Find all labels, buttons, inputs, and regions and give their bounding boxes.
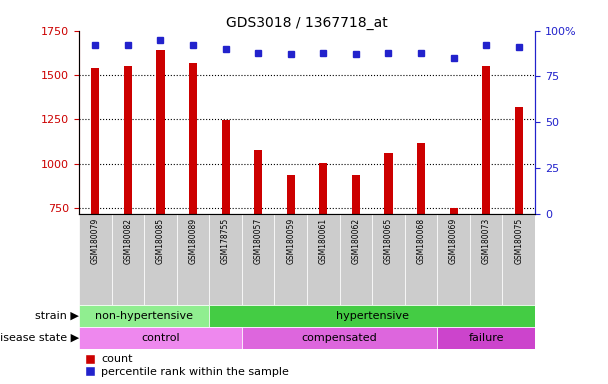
Text: GSM180061: GSM180061 [319, 218, 328, 264]
Bar [274, 214, 307, 305]
Bar [515, 107, 523, 341]
Title: GDS3018 / 1367718_at: GDS3018 / 1367718_at [226, 16, 388, 30]
Text: GSM180057: GSM180057 [254, 218, 263, 265]
Text: GSM180065: GSM180065 [384, 218, 393, 265]
Bar [340, 214, 372, 305]
Bar [242, 327, 437, 349]
Text: GSM180079: GSM180079 [91, 218, 100, 265]
Legend: count, percentile rank within the sample: count, percentile rank within the sample [85, 354, 289, 377]
Text: hypertensive: hypertensive [336, 311, 409, 321]
Bar [437, 327, 535, 349]
Bar [352, 174, 360, 341]
Bar [79, 327, 242, 349]
Text: GSM180059: GSM180059 [286, 218, 295, 265]
Text: GSM180082: GSM180082 [123, 218, 133, 264]
Text: disease state ▶: disease state ▶ [0, 333, 79, 343]
Bar [470, 214, 502, 305]
Text: GSM180089: GSM180089 [188, 218, 198, 264]
Bar [417, 142, 425, 341]
Bar [79, 214, 112, 305]
Bar [242, 214, 274, 305]
Text: GSM180075: GSM180075 [514, 218, 523, 265]
Bar [177, 214, 209, 305]
Text: control: control [141, 333, 180, 343]
Bar [482, 66, 490, 341]
Text: GSM180068: GSM180068 [416, 218, 426, 264]
Bar [156, 50, 165, 341]
Text: GSM178755: GSM178755 [221, 218, 230, 265]
Bar [384, 153, 393, 341]
Text: non-hypertensive: non-hypertensive [95, 311, 193, 321]
Bar [209, 305, 535, 327]
Bar [307, 214, 340, 305]
Bar [437, 214, 470, 305]
Bar [449, 208, 458, 341]
Bar [79, 305, 209, 327]
Text: failure: failure [468, 333, 504, 343]
Bar [112, 214, 144, 305]
Bar [319, 163, 327, 341]
Bar [502, 214, 535, 305]
Bar [372, 214, 405, 305]
Text: GSM180069: GSM180069 [449, 218, 458, 265]
Bar [124, 66, 132, 341]
Bar [144, 214, 177, 305]
Bar [221, 120, 230, 341]
Text: GSM180062: GSM180062 [351, 218, 361, 264]
Text: compensated: compensated [302, 333, 378, 343]
Bar [287, 174, 295, 341]
Text: GSM180085: GSM180085 [156, 218, 165, 264]
Bar [91, 68, 99, 341]
Text: strain ▶: strain ▶ [35, 311, 79, 321]
Text: GSM180073: GSM180073 [482, 218, 491, 265]
Bar [189, 63, 197, 341]
Bar [405, 214, 437, 305]
Bar [254, 150, 262, 341]
Bar [209, 214, 242, 305]
